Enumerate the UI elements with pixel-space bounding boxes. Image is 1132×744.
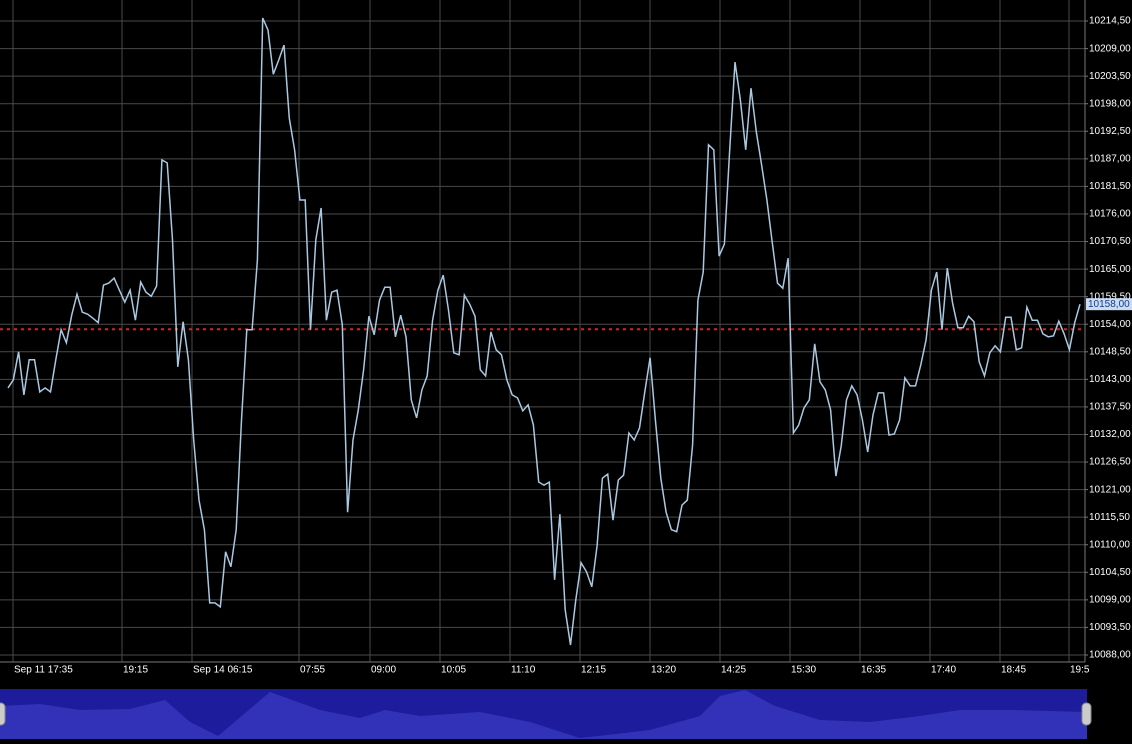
navigator[interactable] [0, 689, 1092, 739]
x-tick-label: 14:25 [721, 665, 746, 676]
y-tick-label: 10165,00 [1089, 264, 1131, 275]
y-tick-label: 10104,50 [1089, 567, 1131, 578]
navigator-handle-right[interactable] [1081, 702, 1092, 726]
x-tick-label: 15:30 [791, 665, 816, 676]
y-tick-label: 10170,50 [1089, 236, 1131, 247]
y-tick-label: 10214,50 [1089, 16, 1131, 27]
current-value-box [1086, 298, 1132, 311]
y-tick-label: 10209,00 [1089, 43, 1131, 54]
x-tick-label: 17:40 [931, 665, 956, 676]
x-tick-label: 12:15 [581, 665, 606, 676]
y-tick-label: 10137,50 [1089, 402, 1131, 413]
y-tick-label: 10143,00 [1089, 374, 1131, 385]
y-tick-label: 10132,00 [1089, 429, 1131, 440]
x-tick-label: Sep 11 17:35 [14, 665, 73, 676]
y-tick-label: 10159,50 [1089, 291, 1131, 302]
y-tick-label: 10110,00 [1089, 539, 1130, 550]
y-tick-label: 10192,50 [1089, 126, 1131, 137]
navigator-handle-left[interactable] [0, 702, 6, 726]
y-tick-label: 10154,00 [1089, 319, 1131, 330]
x-tick-label: 18:45 [1001, 665, 1026, 676]
y-tick-label: 10115,50 [1089, 512, 1130, 523]
y-tick-label: 10203,50 [1089, 71, 1131, 82]
y-tick-label: 10121,00 [1089, 484, 1131, 495]
plot [0, 17, 1085, 646]
price-line [7, 17, 1081, 646]
y-tick-label: 10093,50 [1089, 622, 1131, 633]
y-tick-label: 10176,00 [1089, 209, 1131, 220]
navigator-area [0, 690, 1087, 739]
x-tick-label: 19:5 [1070, 665, 1090, 676]
y-tick-label: 10187,00 [1089, 154, 1131, 165]
x-tick-label: 10:05 [441, 665, 466, 676]
y-tick-label: 10181,50 [1089, 181, 1131, 192]
y-tick-label: 10088,00 [1089, 650, 1131, 661]
x-tick-label: 07:55 [300, 665, 325, 676]
x-tick-label: 09:00 [371, 665, 396, 676]
x-tick-label: 16:35 [861, 665, 886, 676]
x-tick-label: Sep 14 06:15 [193, 665, 253, 676]
y-tick-label: 10148,50 [1089, 346, 1131, 357]
x-tick-label: 13:20 [651, 665, 676, 676]
y-tick-label: 10099,00 [1089, 594, 1131, 605]
x-tick-label: 19:15 [123, 665, 148, 676]
y-tick-label: 10126,50 [1089, 457, 1131, 468]
y-tick-label: 10198,00 [1089, 98, 1131, 109]
x-tick-label: 11:10 [511, 665, 536, 676]
current-value-label: 10158,00 [1088, 299, 1130, 310]
